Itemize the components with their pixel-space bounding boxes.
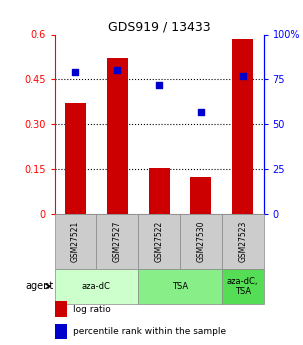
Bar <box>138 214 180 269</box>
Text: GSM27527: GSM27527 <box>113 221 122 262</box>
Bar <box>180 214 222 269</box>
Text: aza-dC,
TSA: aza-dC, TSA <box>227 277 258 296</box>
Point <box>157 82 161 88</box>
Point <box>198 109 203 115</box>
Bar <box>190 177 211 214</box>
Text: GSM27530: GSM27530 <box>196 221 205 262</box>
Bar <box>96 214 138 269</box>
Point <box>240 73 245 79</box>
Bar <box>65 103 86 214</box>
Point <box>73 69 78 75</box>
Bar <box>222 269 264 304</box>
Bar <box>55 324 67 339</box>
Bar <box>138 269 222 304</box>
Text: GSM27522: GSM27522 <box>155 221 164 262</box>
Text: percentile rank within the sample: percentile rank within the sample <box>73 327 226 336</box>
Bar <box>55 214 96 269</box>
Text: GSM27523: GSM27523 <box>238 221 247 262</box>
Bar <box>148 168 170 214</box>
Text: agent: agent <box>25 282 54 291</box>
Text: GSM27521: GSM27521 <box>71 221 80 262</box>
Bar <box>107 58 128 214</box>
Point <box>115 68 120 73</box>
Bar <box>55 269 138 304</box>
Bar <box>222 214 264 269</box>
Text: log ratio: log ratio <box>73 305 111 314</box>
Text: TSA: TSA <box>172 282 188 291</box>
Title: GDS919 / 13433: GDS919 / 13433 <box>108 20 210 33</box>
Bar <box>55 301 67 317</box>
Bar <box>232 39 253 214</box>
Text: aza-dC: aza-dC <box>82 282 111 291</box>
